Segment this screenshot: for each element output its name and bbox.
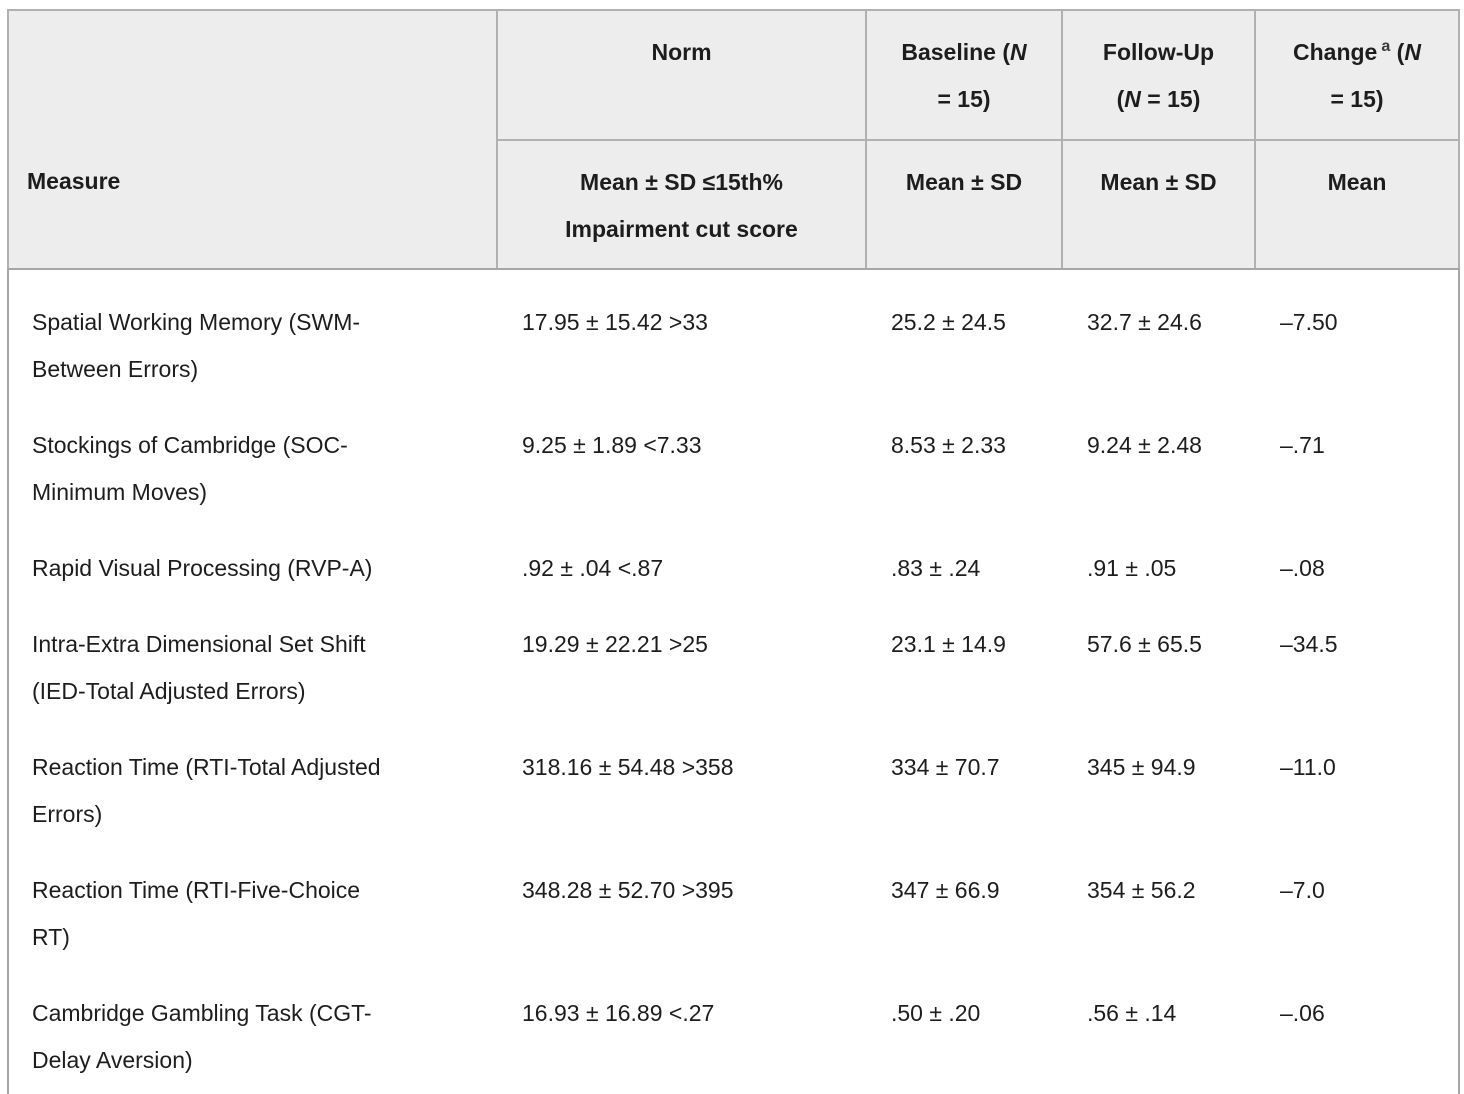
change-cell: –7.50 [1255,269,1459,393]
norm-cell: 16.93 ± 16.89 <.27 [497,961,866,1094]
measure-cell: Cambridge Gambling Task (CGT- Delay Aver… [8,961,497,1094]
measure-cell: Reaction Time (RTI-Five-Choice RT) [8,838,497,961]
followup-cell: .56 ± .14 [1062,961,1255,1094]
baseline-cell: 23.1 ± 14.9 [866,592,1062,715]
followup-cell: 32.7 ± 24.6 [1062,269,1255,393]
col-header-measure: Measure [7,9,498,270]
followup-cell: 345 ± 94.9 [1062,715,1255,838]
change-cell: –11.0 [1255,715,1459,838]
table-body: Spatial Working Memory (SWM- Between Err… [8,269,1459,1094]
col-subheader-baseline: Mean ± SD [865,139,1063,270]
col-subheader-change: Mean [1254,139,1460,270]
header-row-sub: Mean ± SD ≤15th% Impairment cut score Me… [8,139,1460,270]
baseline-cell: .83 ± .24 [866,516,1062,592]
baseline-cell: 334 ± 70.7 [866,715,1062,838]
baseline-cell: 8.53 ± 2.33 [866,393,1062,516]
change-cell: –.71 [1255,393,1459,516]
table-row: Spatial Working Memory (SWM- Between Err… [8,269,1459,393]
measure-cell: Spatial Working Memory (SWM- Between Err… [8,269,497,393]
norm-cell: 19.29 ± 22.21 >25 [497,592,866,715]
table-row: Stockings of Cambridge (SOC- Minimum Mov… [8,393,1459,516]
baseline-cell: .50 ± .20 [866,961,1062,1094]
measure-cell: Stockings of Cambridge (SOC- Minimum Mov… [8,393,497,516]
table-row: Reaction Time (RTI-Total Adjusted Errors… [8,715,1459,838]
followup-cell: .91 ± .05 [1062,516,1255,592]
change-cell: –34.5 [1255,592,1459,715]
measure-cell: Reaction Time (RTI-Total Adjusted Errors… [8,715,497,838]
followup-cell: 354 ± 56.2 [1062,838,1255,961]
norm-cell: .92 ± .04 <.87 [497,516,866,592]
followup-cell: 57.6 ± 65.5 [1062,592,1255,715]
col-header-followup: Follow-Up (N = 15) [1061,9,1256,141]
change-cell: –.08 [1255,516,1459,592]
baseline-cell: 25.2 ± 24.5 [866,269,1062,393]
norm-cell: 318.16 ± 54.48 >358 [497,715,866,838]
measure-cell: Rapid Visual Processing (RVP-A) [8,516,497,592]
norm-cell: 9.25 ± 1.89 <7.33 [497,393,866,516]
measure-cell: Intra-Extra Dimensional Set Shift (IED-T… [8,592,497,715]
table-row: Reaction Time (RTI-Five-Choice RT) 348.2… [8,838,1459,961]
table-row: Rapid Visual Processing (RVP-A) .92 ± .0… [8,516,1459,592]
col-header-change: Change a (N = 15) [1254,9,1460,141]
col-subheader-norm: Mean ± SD ≤15th% Impairment cut score [496,139,867,270]
norm-cell: 17.95 ± 15.42 >33 [497,269,866,393]
col-header-baseline: Baseline (N = 15) [865,9,1063,141]
norm-cell: 348.28 ± 52.70 >395 [497,838,866,961]
table-row: Cambridge Gambling Task (CGT- Delay Aver… [8,961,1459,1094]
change-cell: –.06 [1255,961,1459,1094]
baseline-cell: 347 ± 66.9 [866,838,1062,961]
header-row-top: Measure Norm Baseline (N = 15) Follow-Up(… [7,9,1460,270]
results-table: Measure Norm Baseline (N = 15) Follow-Up(… [7,9,1460,1094]
followup-cell: 9.24 ± 2.48 [1062,393,1255,516]
table-row: Intra-Extra Dimensional Set Shift (IED-T… [8,592,1459,715]
col-header-norm: Norm [496,9,867,141]
table-header: Measure Norm Baseline (N = 15) Follow-Up(… [7,9,1460,270]
change-cell: –7.0 [1255,838,1459,961]
col-subheader-followup: Mean ± SD [1061,139,1256,270]
